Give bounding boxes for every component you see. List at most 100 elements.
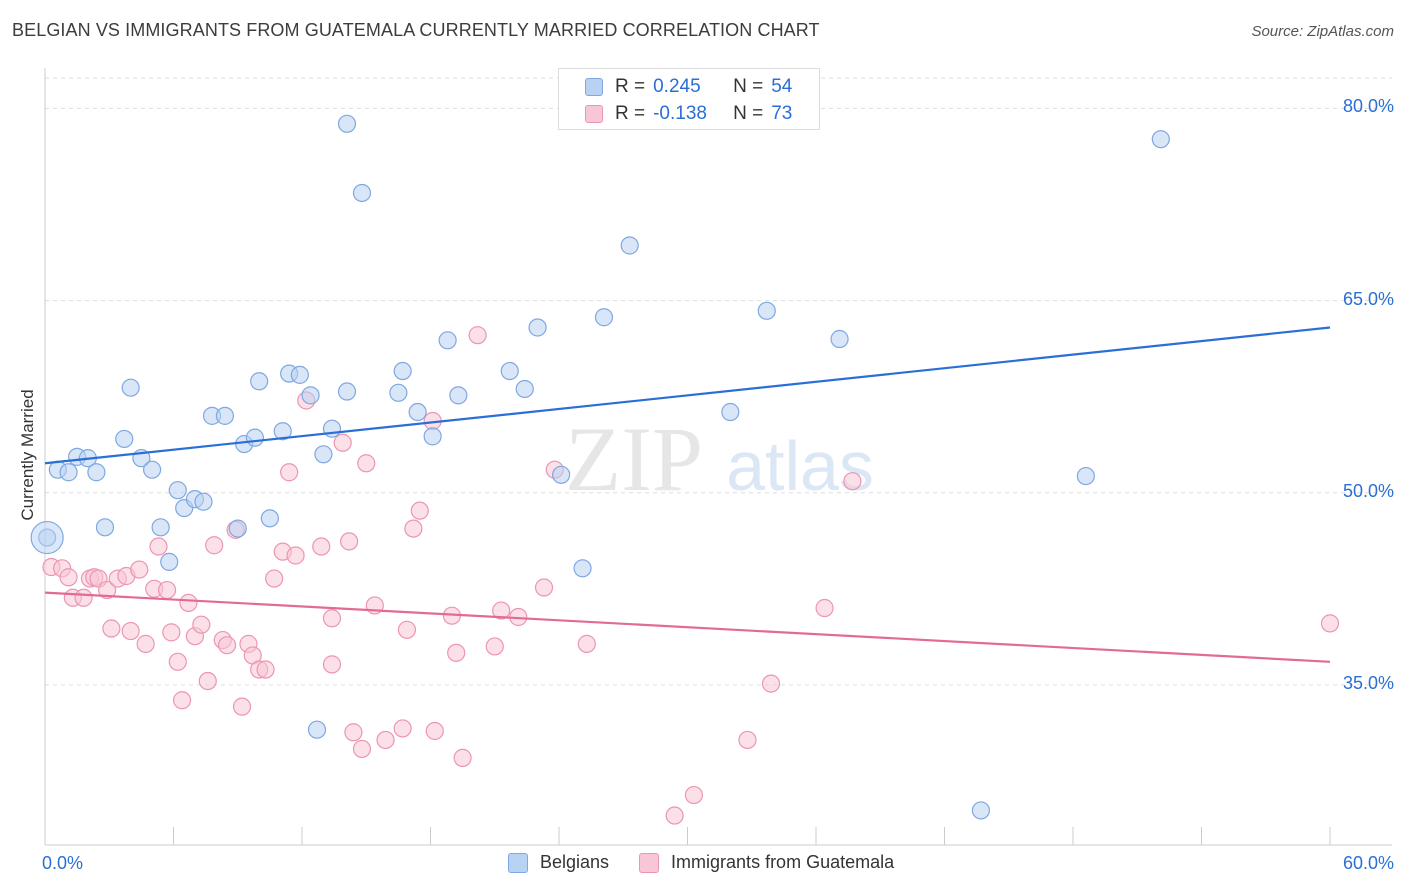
belgian-point (721, 402, 740, 422)
guatemala-point (130, 560, 149, 579)
guatemala-point (485, 637, 504, 656)
belgian-point (95, 518, 115, 537)
guatemala-point (738, 730, 757, 750)
legend-n-value: 54 (771, 76, 793, 97)
guatemala-point (843, 472, 862, 491)
guatemala-point (198, 671, 217, 691)
belgian-point (115, 429, 134, 449)
guatemala-point (136, 634, 155, 653)
axes (44, 68, 1392, 846)
legend-swatch-pink (639, 852, 660, 873)
belgian-point (260, 509, 279, 528)
belgian-point (160, 552, 179, 572)
belgian-point (314, 445, 333, 464)
guatemala-point (322, 609, 342, 628)
legend-r-value: 0.245 (653, 76, 701, 97)
legend-r-label: R = (615, 103, 646, 124)
belgian-point (121, 378, 140, 397)
guatemala-point (217, 636, 237, 655)
y-tick-label: 65.0% (1342, 288, 1394, 309)
belgian-point (830, 329, 849, 349)
belgian-trendline (44, 326, 1331, 465)
guatemala-point (397, 620, 417, 639)
legend-r-label: R = (615, 76, 646, 97)
guatemala-point (352, 739, 372, 759)
guatemala-point (425, 721, 444, 741)
belgian-point (273, 422, 292, 441)
belgian-point (500, 361, 519, 381)
legend-n-label: N = (733, 76, 764, 97)
legend-n-label: N = (733, 103, 764, 124)
legend-item-guatemala: Immigrants from Guatemala (639, 852, 894, 873)
belgian-point (573, 559, 592, 578)
guatemala-point (265, 569, 284, 588)
belgian-point (352, 183, 372, 203)
guatemala-point (322, 655, 342, 674)
belgian-point (423, 427, 442, 446)
guatemala-point (149, 537, 168, 556)
belgian-point (757, 301, 776, 320)
belgian-point (1076, 466, 1095, 486)
belgian-point (87, 463, 106, 482)
trend-lines (44, 326, 1331, 663)
guatemala-point (312, 537, 331, 556)
x-tick-label-max: 60.0% (1342, 853, 1394, 873)
belgian-point (515, 379, 534, 399)
belgian-point (393, 361, 412, 381)
belgian-point (59, 463, 78, 482)
belgian-point (594, 308, 614, 327)
guatemala-point (1320, 614, 1340, 633)
belgian-point (620, 236, 639, 255)
belgian-point (449, 386, 468, 405)
guatemala-point (410, 501, 429, 520)
belgian-point (290, 365, 309, 384)
guatemala-point (232, 697, 252, 716)
guatemala-point (286, 546, 305, 565)
guatemala-point (121, 621, 140, 641)
guatemala-points (42, 326, 1340, 825)
belgian-point (337, 382, 357, 401)
belgian-point (301, 386, 320, 405)
guatemala-point (404, 519, 423, 538)
belgian-point (438, 331, 457, 350)
belgian-point (142, 460, 162, 479)
y-axis-label: Currently Married (18, 389, 37, 521)
belgian-point-large (30, 520, 64, 555)
guatemala-point (815, 598, 834, 618)
belgian-point (971, 801, 991, 820)
belgian-point (228, 519, 247, 538)
guatemala-point (376, 730, 395, 750)
legend-swatch-blue (585, 78, 603, 96)
grid-lines (45, 77, 1392, 686)
guatemala-point (102, 619, 121, 638)
legend-r-value: -0.138 (653, 103, 707, 124)
guatemala-point (162, 623, 181, 642)
guatemala-point (168, 652, 187, 671)
belgian-points (30, 114, 1170, 820)
belgian-point (307, 720, 327, 739)
guatemala-point (665, 806, 684, 825)
guatemala-point (447, 643, 466, 662)
belgian-point (168, 481, 187, 500)
guatemala-point (357, 454, 376, 473)
guatemala-point (59, 568, 78, 587)
guatemala-point (344, 723, 363, 742)
chart-title: BELGIAN VS IMMIGRANTS FROM GUATEMALA CUR… (12, 20, 820, 40)
belgian-point (250, 372, 269, 391)
legend-n-value: 73 (771, 103, 793, 124)
y-tick-label: 35.0% (1342, 672, 1394, 693)
belgian-point (245, 428, 264, 447)
correlation-legend: R = 0.245 N = 54 R = -0.138 N = 73 (558, 68, 820, 130)
guatemala-point (684, 785, 704, 805)
legend-row-guatemala: R = -0.138 N = 73 (585, 102, 792, 126)
guatemala-point (172, 691, 192, 710)
belgian-point (552, 465, 571, 484)
legend-item-belgians: Belgians (508, 852, 609, 873)
guatemala-point (340, 532, 359, 551)
guatemala-point (98, 580, 117, 600)
guatemala-point (468, 326, 487, 345)
guatemala-point (157, 580, 177, 600)
watermark-atlas: atlas (726, 427, 874, 505)
belgian-point (408, 402, 427, 422)
